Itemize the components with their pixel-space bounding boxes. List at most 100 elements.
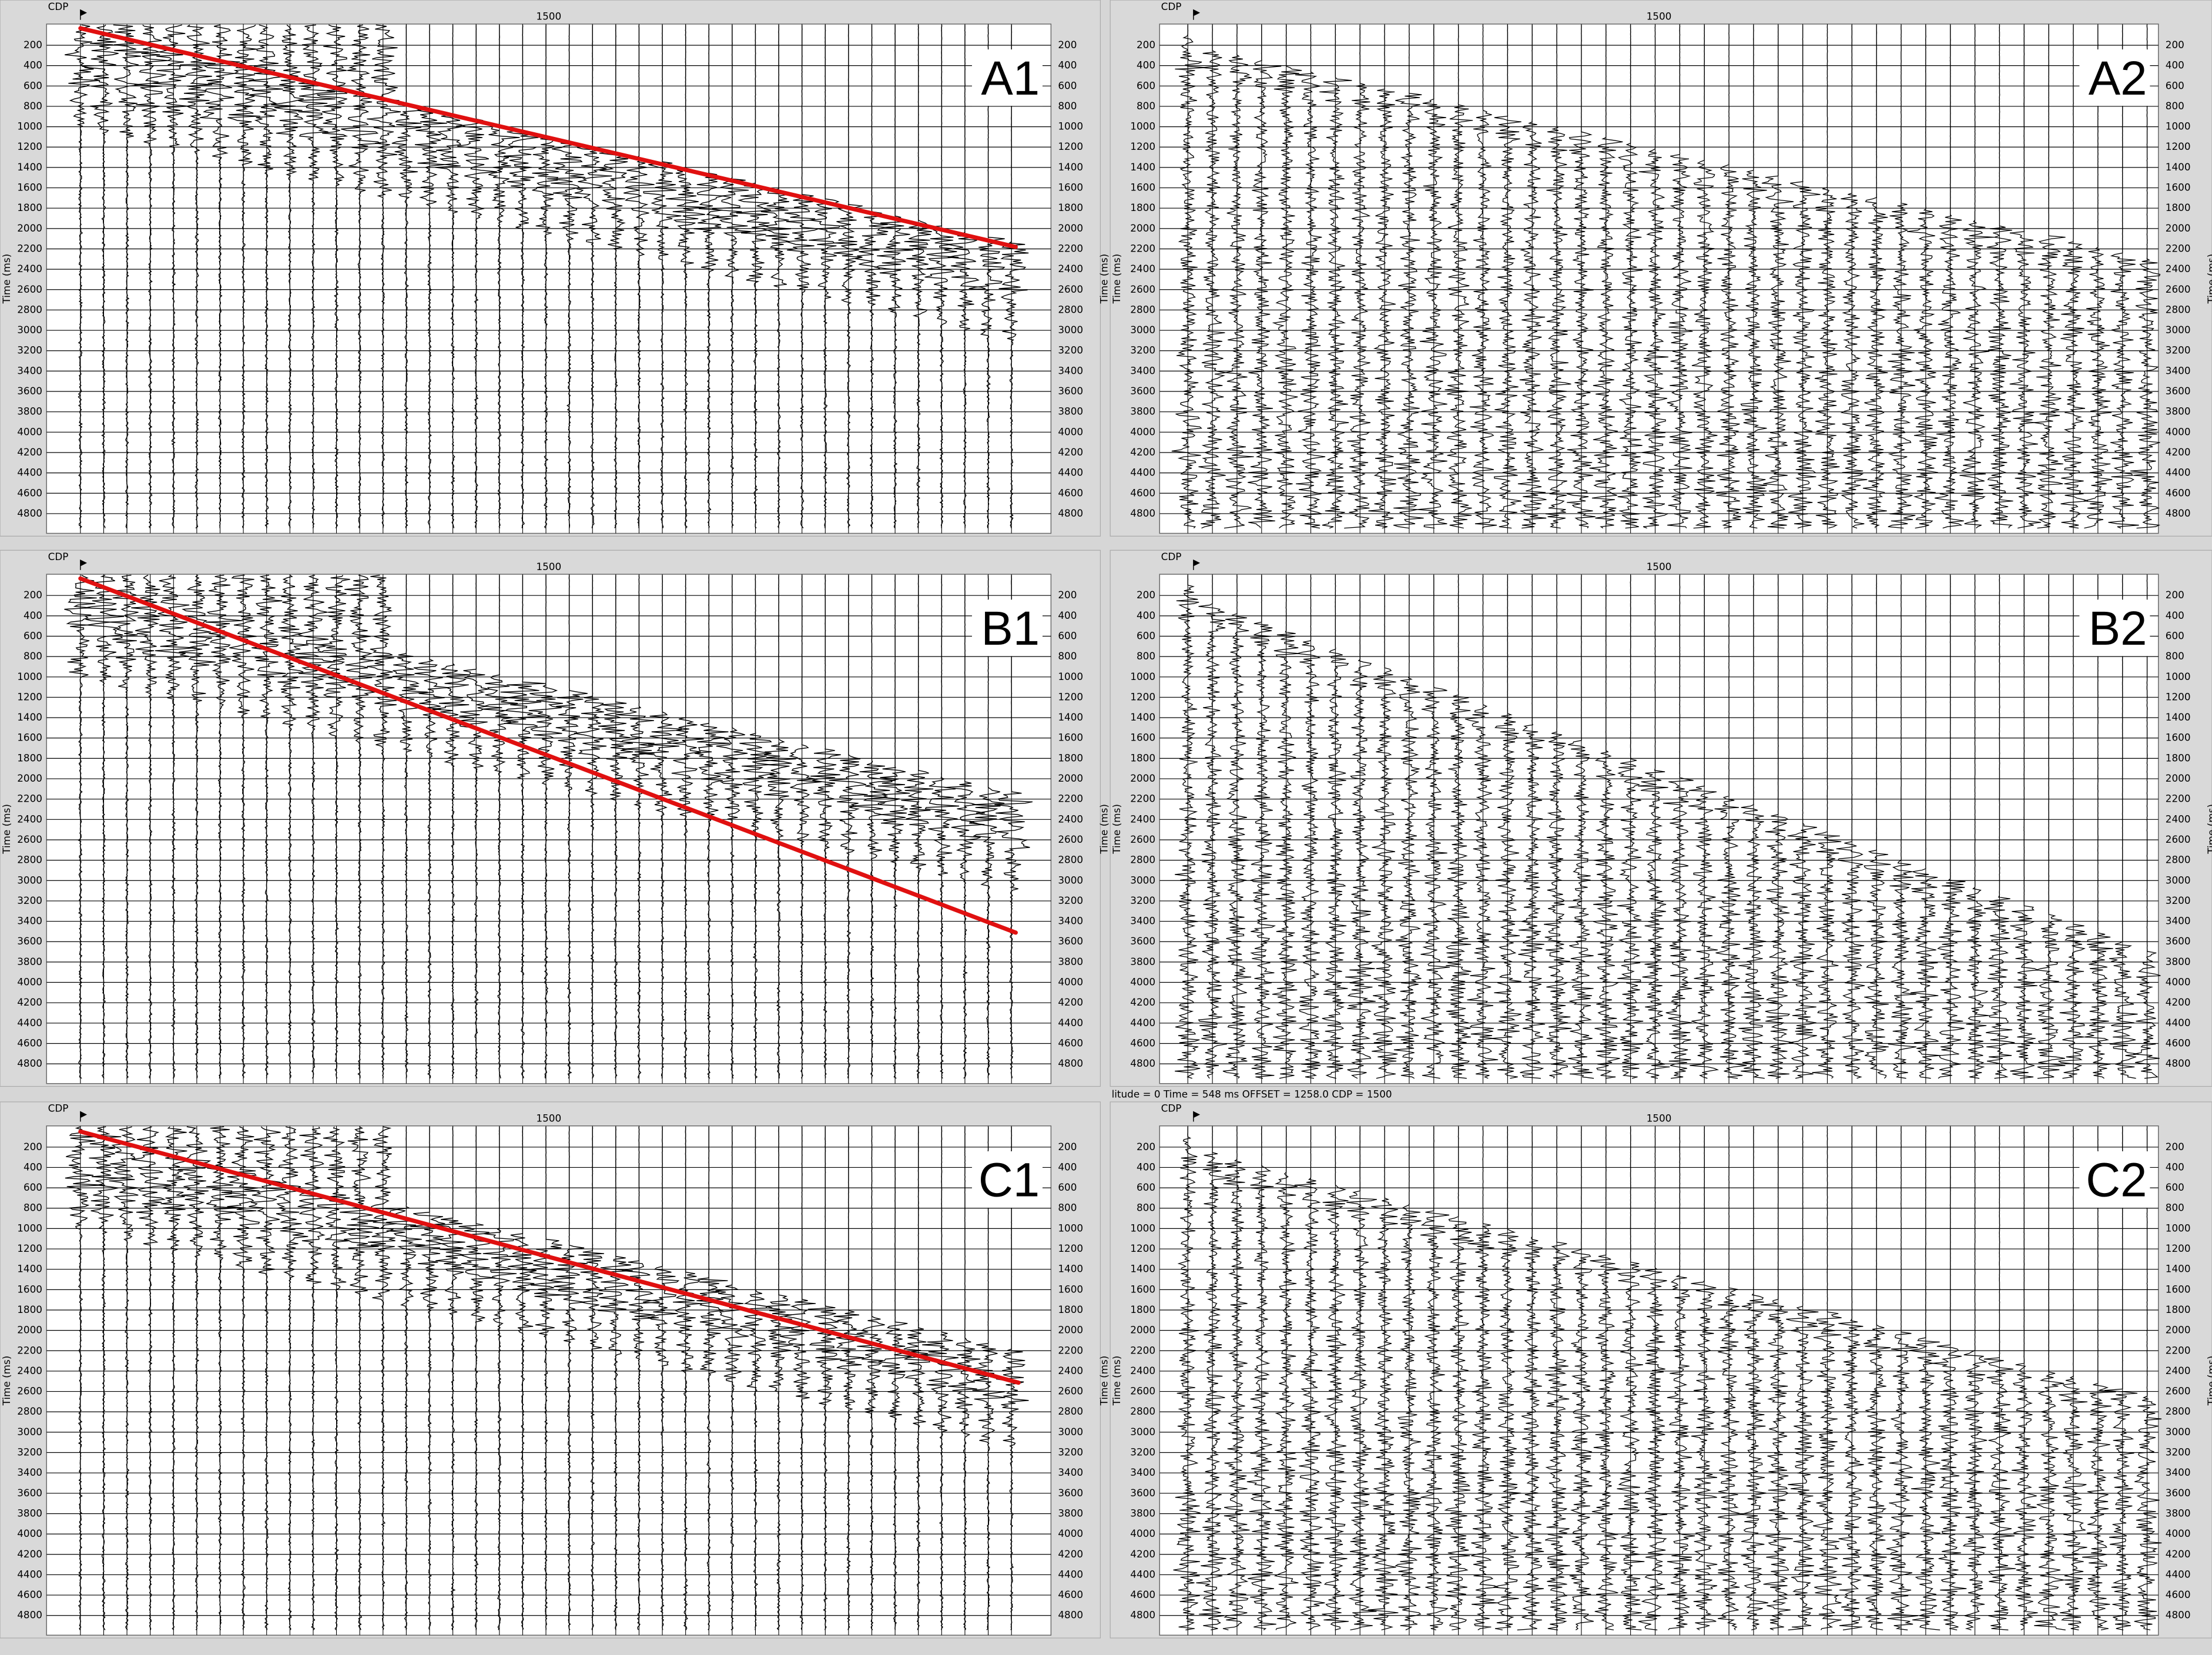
y-tick-label: 2600 xyxy=(1058,1385,1083,1397)
trace-flag xyxy=(1193,559,1201,570)
seismic-trace xyxy=(392,575,428,1079)
seismic-trace xyxy=(155,574,197,1079)
y-tick-label: 2400 xyxy=(2166,813,2191,825)
header-label: CDP xyxy=(48,551,69,562)
y-tick-label: 4800 xyxy=(17,507,42,519)
y-tick-label: 1000 xyxy=(1058,120,1083,132)
seismic-trace xyxy=(1740,25,1767,529)
seismic-trace xyxy=(1494,25,1522,529)
y-tick-label: 800 xyxy=(1058,1202,1077,1214)
plot-area xyxy=(46,1125,1052,1636)
y-tick-label: 2600 xyxy=(2166,1385,2191,1397)
label-bg xyxy=(971,599,1043,656)
seismic-trace xyxy=(1445,575,1472,1079)
axis-title: Time (ms) xyxy=(1111,804,1122,855)
axis-title: Time (ms) xyxy=(1098,1356,1110,1406)
y-tick-label: 400 xyxy=(1137,1161,1155,1172)
seismic-trace xyxy=(1937,575,1966,1079)
y-tick-label: 2000 xyxy=(1130,772,1155,784)
y-tick-label: 2600 xyxy=(1058,283,1083,295)
y-tick-label: 4800 xyxy=(1130,1609,1155,1621)
panel-label: B2 xyxy=(2089,602,2147,655)
y-tick-label: 3000 xyxy=(1130,1426,1155,1438)
y-tick-label: 400 xyxy=(24,1161,42,1172)
plot-area xyxy=(46,574,1052,1084)
seismic-trace xyxy=(340,1126,380,1630)
cdp-label: 1500 xyxy=(1647,561,1672,572)
seismic-trace xyxy=(1638,575,1670,1079)
seismic-trace xyxy=(947,25,986,528)
cdp-label: 1500 xyxy=(536,11,561,22)
y-tick-label: 200 xyxy=(2166,589,2184,601)
seismic-panel: CDP 1500 Time (ms) Time (ms) 200 200 400 400 600… xyxy=(0,550,1110,1087)
seismic-trace xyxy=(252,574,286,1079)
y-tick-label: 2200 xyxy=(17,1344,42,1356)
label-bg xyxy=(2079,1151,2150,1208)
seismic-trace xyxy=(1173,1127,1201,1631)
y-tick-label: 2600 xyxy=(1058,833,1083,845)
y-tick-label: 3800 xyxy=(1058,406,1083,417)
y-tick-label: 2400 xyxy=(1130,263,1155,274)
seismic-trace xyxy=(1888,25,1916,529)
y-tick-label: 4600 xyxy=(1058,1037,1083,1048)
y-tick-label: 4400 xyxy=(1130,1568,1155,1580)
seismic-trace xyxy=(829,575,868,1078)
seismic-trace xyxy=(65,1126,105,1630)
y-tick-label: 4000 xyxy=(1130,1527,1155,1539)
y-tick-label: 3400 xyxy=(17,915,42,927)
seismic-trace xyxy=(160,1126,187,1630)
seismic-trace xyxy=(1741,1127,1768,1631)
seismic-trace xyxy=(1813,1127,1842,1630)
seismic-trace xyxy=(994,575,1033,1078)
y-tick-label: 1400 xyxy=(2166,161,2191,173)
seismic-trace xyxy=(1863,1127,1891,1631)
seismic-trace xyxy=(249,24,288,528)
y-tick-label: 3200 xyxy=(2166,344,2191,356)
y-tick-label: 1200 xyxy=(1130,1242,1155,1254)
y-tick-label: 1800 xyxy=(2166,1304,2191,1315)
y-tick-label: 1200 xyxy=(1058,691,1083,702)
seismic-trace xyxy=(1761,25,1794,529)
seismic-trace xyxy=(1910,575,1940,1079)
y-tick-label: 3400 xyxy=(2166,364,2191,376)
seismic-trace xyxy=(1765,575,1794,1079)
axis-title: Time (ms) xyxy=(1098,804,1110,855)
seismic-trace xyxy=(1395,1127,1422,1631)
seismic-trace xyxy=(712,25,752,528)
y-tick-label: 3400 xyxy=(17,364,42,376)
seismic-trace xyxy=(1518,575,1546,1079)
seismic-trace xyxy=(1246,1127,1276,1630)
seismic-trace xyxy=(1198,25,1226,529)
y-tick-label: 3800 xyxy=(2166,1507,2191,1519)
y-tick-label: 3600 xyxy=(2166,935,2191,947)
seismic-trace xyxy=(532,25,559,528)
seismic-trace xyxy=(903,1127,931,1630)
seismic-trace xyxy=(1593,575,1620,1079)
seismic-trace xyxy=(1196,1127,1232,1631)
seismic-trace xyxy=(1888,575,1916,1079)
y-tick-label: 4600 xyxy=(1130,1037,1155,1048)
y-tick-label: 4400 xyxy=(17,467,42,478)
trace-flag xyxy=(1193,9,1201,20)
seismic-trace xyxy=(2104,1127,2138,1631)
y-tick-label: 600 xyxy=(24,79,42,91)
y-tick-label: 3400 xyxy=(1058,364,1083,376)
y-tick-label: 2000 xyxy=(2166,772,2191,784)
seismic-trace xyxy=(1493,1127,1521,1631)
seismic-trace xyxy=(2012,1127,2038,1631)
y-tick-label: 3600 xyxy=(17,385,42,397)
seismic-trace xyxy=(109,1126,139,1630)
seismic-trace xyxy=(1667,1127,1695,1630)
y-tick-label: 200 xyxy=(24,39,42,51)
seismic-trace xyxy=(482,1127,517,1630)
label-bg xyxy=(971,1151,1043,1208)
y-tick-label: 2200 xyxy=(1058,242,1083,254)
y-tick-label: 4200 xyxy=(1058,996,1083,1008)
seismic-trace xyxy=(855,25,889,529)
seismic-trace xyxy=(1886,1127,1918,1631)
seismic-trace xyxy=(878,1127,912,1630)
seismic-trace xyxy=(1444,1127,1474,1631)
seismic-trace xyxy=(922,25,959,528)
y-tick-label: 3400 xyxy=(1058,1466,1083,1478)
y-tick-label: 1000 xyxy=(2166,120,2191,132)
